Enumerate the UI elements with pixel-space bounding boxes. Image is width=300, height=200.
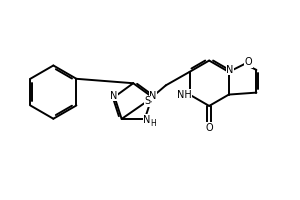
Text: NH: NH <box>177 90 192 100</box>
Text: S: S <box>144 96 151 106</box>
Text: H: H <box>150 119 156 128</box>
Text: N: N <box>226 65 233 75</box>
Text: N: N <box>143 115 151 125</box>
Text: O: O <box>206 123 213 133</box>
Text: N: N <box>149 91 157 101</box>
Text: N: N <box>110 91 117 101</box>
Text: O: O <box>245 57 252 67</box>
